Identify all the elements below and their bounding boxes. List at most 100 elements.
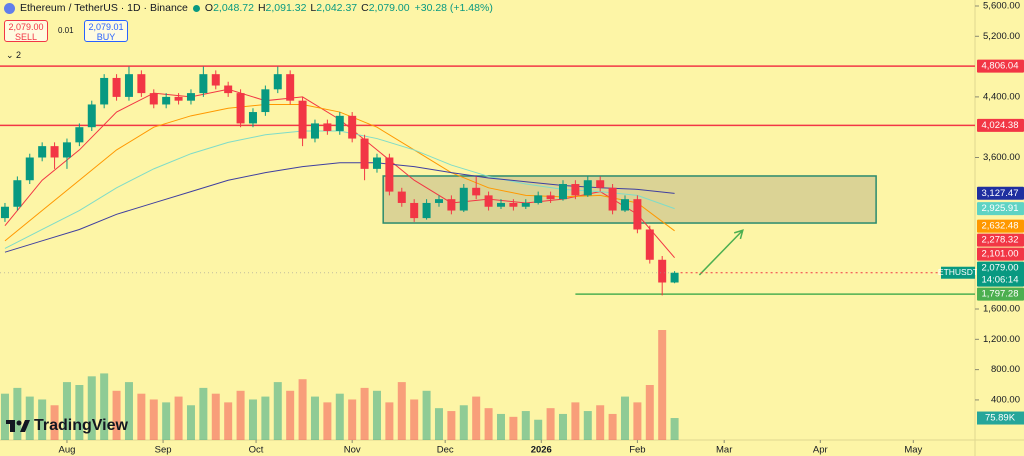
x-tick-label: Oct xyxy=(249,445,264,456)
candle-body xyxy=(472,187,481,196)
volume-bar xyxy=(174,396,183,440)
trend-arrow xyxy=(698,229,744,276)
volume-bar xyxy=(484,408,493,440)
volume-bar xyxy=(534,419,543,440)
x-tick-label: Sep xyxy=(155,445,172,456)
volume-bar xyxy=(236,390,245,440)
price-tag xyxy=(977,202,1024,216)
candle-body xyxy=(348,115,357,139)
volume-bar xyxy=(248,399,257,440)
candle-body xyxy=(447,199,456,211)
volume-bar xyxy=(645,385,654,440)
indicators-toggle[interactable]: ⌄ 2 xyxy=(6,50,22,60)
volume-bar xyxy=(87,376,96,440)
candle-body xyxy=(0,206,9,219)
x-tick-label: Feb xyxy=(629,445,645,456)
volume-bar xyxy=(0,393,9,440)
spread: 0.01 xyxy=(58,26,74,35)
volume-bar xyxy=(509,416,518,440)
ohlc-item: H2,091.32 xyxy=(258,2,306,14)
candle-body xyxy=(174,96,183,101)
candle-body xyxy=(124,74,133,97)
volume-bar xyxy=(670,418,679,440)
volume-tag xyxy=(977,411,1024,425)
price-tag-label: 2,632.48 xyxy=(982,221,1019,232)
price-tag xyxy=(977,261,1024,287)
sell-button[interactable]: 2,079.00 SELL xyxy=(4,20,48,42)
candle-body xyxy=(558,184,567,200)
y-tick-label: 800.00 xyxy=(991,364,1020,375)
candle-body xyxy=(112,77,121,97)
symbol-tag: ETHUSDT xyxy=(938,267,978,277)
price-tag-label: 4,024.38 xyxy=(982,120,1019,131)
volume-bar xyxy=(38,399,47,440)
volume-bar xyxy=(286,390,295,440)
x-tick-label: May xyxy=(904,445,922,456)
volume-bar xyxy=(124,382,133,440)
volume-bar xyxy=(211,393,220,440)
y-tick-label: 1,200.00 xyxy=(983,334,1020,345)
volume-bar xyxy=(410,399,419,440)
candle-body xyxy=(546,195,555,200)
volume-bar xyxy=(434,408,443,440)
x-tick-label: Mar xyxy=(716,445,732,456)
volume-bar xyxy=(298,379,307,440)
candle-body xyxy=(149,93,158,105)
volume-bar xyxy=(496,413,505,440)
header: Ethereum / TetherUS · 1D · Binance O2,04… xyxy=(4,2,493,14)
candle-body xyxy=(25,157,34,181)
candle-body xyxy=(620,199,629,211)
price-tag xyxy=(977,287,1024,301)
price-tag-label: 2,278.32 xyxy=(982,235,1019,246)
logo-icon xyxy=(6,420,30,432)
volume-bar xyxy=(397,382,406,440)
candle-body xyxy=(211,74,220,86)
change: +30.28 (+1.48%) xyxy=(414,2,493,14)
volume-bar xyxy=(558,413,567,440)
volume-bar xyxy=(447,411,456,440)
symbol[interactable]: Ethereum / TetherUS · 1D · Binance xyxy=(20,2,188,14)
ohlc-item: L2,042.37 xyxy=(310,2,357,14)
x-tick-label: Aug xyxy=(59,445,76,456)
volume-bar xyxy=(372,390,381,440)
candle-body xyxy=(224,85,233,94)
price-tag-label: 2,079.00 xyxy=(982,263,1019,274)
volume-tag-label: 75.89K xyxy=(985,413,1016,424)
volume-bar xyxy=(546,408,555,440)
range-box xyxy=(382,175,877,224)
ohlc-value: 2,079.00 xyxy=(368,2,410,14)
candle-body xyxy=(509,202,518,207)
volume-bar xyxy=(112,390,121,440)
candle-body xyxy=(13,180,22,207)
candle-body xyxy=(261,89,270,113)
price-tag xyxy=(977,59,1024,73)
candle-body xyxy=(50,146,59,158)
volume-bar xyxy=(620,396,629,440)
y-tick-label: 1,600.00 xyxy=(983,304,1020,315)
symbol-tag-box xyxy=(941,266,975,279)
buy-button[interactable]: 2,079.01 BUY xyxy=(84,20,128,42)
candle-body xyxy=(385,157,394,192)
price-tag xyxy=(977,186,1024,200)
candle-body xyxy=(248,112,257,124)
ohlc-key: O xyxy=(204,2,214,14)
price-tag-label: 1,797.28 xyxy=(982,289,1019,300)
ohlc-key: H xyxy=(257,2,266,14)
candle-body xyxy=(162,96,171,105)
candle-body xyxy=(38,146,47,158)
volume-bar xyxy=(360,387,369,440)
candle-body xyxy=(633,199,642,230)
candle-body xyxy=(583,180,592,196)
candle-body xyxy=(360,138,369,169)
candle-body xyxy=(397,191,406,203)
candle-body xyxy=(75,127,84,143)
y-tick-label: 5,200.00 xyxy=(983,31,1020,42)
candle-body xyxy=(459,187,468,211)
y-tick-label: 5,600.00 xyxy=(983,1,1020,12)
volume-bar xyxy=(596,405,605,440)
indicator-count: 2 xyxy=(16,50,22,60)
volume-bar xyxy=(273,382,282,440)
buy-label: BUY xyxy=(96,32,116,42)
ohlc-value: 2,091.32 xyxy=(265,2,307,14)
